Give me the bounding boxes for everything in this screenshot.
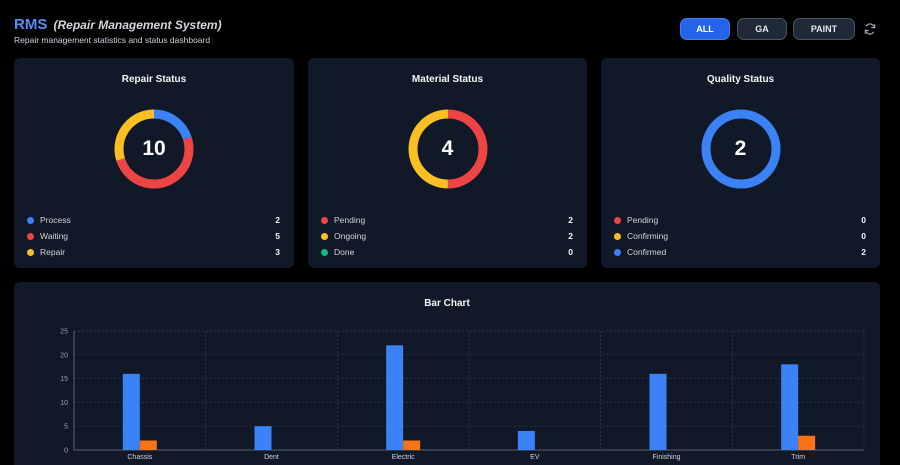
legend-dot (321, 248, 328, 256)
donut-total: 4 (441, 137, 454, 160)
x-tick-label: Dent (264, 454, 279, 461)
bar-trim-series-2[interactable] (798, 435, 816, 450)
x-tick-label: Finishing (652, 454, 680, 461)
card-title: Repair Status (121, 74, 187, 85)
legend-dot (27, 232, 34, 240)
legend-label: Confirmed (627, 247, 667, 257)
repair-status-donut (114, 109, 194, 189)
legend-value: 2 (568, 231, 573, 241)
legend-label: Done (334, 247, 355, 257)
x-tick-label: Chassis (127, 454, 152, 461)
legend-value: 2 (861, 247, 866, 257)
app-title-full: (Repair Management System) (53, 18, 222, 32)
bar-chart: 0 5 10 15 20 25 Chassis Dent Electric EV Finishing… (60, 329, 865, 461)
x-tick-label: Trim (791, 454, 805, 461)
bar-electric-series-1[interactable] (386, 345, 404, 450)
legend-label: Waiting (40, 231, 69, 241)
legend-label: Pending (334, 215, 366, 225)
y-tick-label: 15 (60, 376, 68, 383)
filter-all-button[interactable]: ALL (680, 18, 730, 40)
bar-electric-series-2[interactable] (403, 440, 421, 450)
bar-chart-card: Bar Chart 0 5 10 15 20 25 Chassis Dent Electric E… (14, 282, 880, 465)
legend-value: 5 (275, 231, 280, 241)
legend-label: Repair (40, 247, 66, 257)
bar-chassis-series-2[interactable] (139, 440, 157, 450)
refresh-icon[interactable] (863, 22, 877, 36)
app-title: RMS (Repair Management System) (14, 16, 222, 33)
legend: Pending 2 Ongoing 2 Done 0 (321, 212, 573, 260)
legend-item: Done 0 (321, 244, 573, 260)
legend-dot (614, 248, 621, 256)
legend-label: Ongoing (334, 231, 367, 241)
legend-value: 2 (568, 215, 573, 225)
app-title-short: RMS (14, 16, 48, 33)
legend-label: Pending (627, 215, 659, 225)
repair-status-card: Repair Status 10 Process 2 Waiting 5 Rep… (14, 58, 294, 268)
legend-item: Pending 0 (614, 212, 866, 228)
bar-trim-series-1[interactable] (781, 364, 799, 450)
quality-status-card: Quality Status 2 Pending 0 Confirming 0 … (601, 58, 880, 268)
legend-item: Waiting 5 (27, 228, 280, 244)
bar-finishing-series-1[interactable] (649, 373, 667, 450)
legend-dot (27, 216, 34, 224)
donut-segment-waiting (114, 109, 194, 189)
y-tick-label: 20 (60, 352, 68, 359)
material-status-donut (408, 109, 487, 189)
y-tick-label: 25 (60, 329, 68, 336)
legend-item: Repair 3 (27, 244, 280, 260)
donut-segment-confirmed (701, 109, 780, 189)
legend-value: 2 (275, 215, 280, 225)
legend: Process 2 Waiting 5 Repair 3 (27, 212, 280, 260)
legend-item: Confirmed 2 (614, 244, 866, 260)
y-tick-label: 0 (64, 448, 68, 455)
legend-dot (614, 216, 621, 224)
legend-value: 0 (861, 215, 866, 225)
bar-dent-series-1[interactable] (254, 426, 272, 450)
y-tick-label: 5 (64, 424, 68, 431)
donut-total: 10 (142, 137, 166, 160)
legend-label: Confirming (627, 231, 669, 241)
donut-segment-ongoing (408, 109, 487, 189)
legend-value: 0 (568, 247, 573, 257)
legend: Pending 0 Confirming 0 Confirmed 2 (614, 212, 866, 260)
legend-item: Confirming 0 (614, 228, 866, 244)
header: RMS (Repair Management System) Repair ma… (14, 14, 886, 46)
legend-value: 0 (861, 231, 866, 241)
legend-dot (321, 216, 328, 224)
legend-dot (614, 232, 621, 240)
legend-label: Process (40, 215, 71, 225)
legend-dot (27, 248, 34, 256)
legend-item: Ongoing 2 (321, 228, 573, 244)
donut-total: 2 (734, 137, 747, 160)
filter-paint-button[interactable]: PAINT (793, 18, 855, 40)
material-status-card: Material Status 4 Pending 2 Ongoing 2 Do… (308, 58, 587, 268)
filter-ga-button[interactable]: GA (737, 18, 787, 40)
quality-status-donut (701, 109, 780, 189)
app-subtitle: Repair management statistics and status … (14, 35, 211, 45)
legend-dot (321, 232, 328, 240)
x-tick-label: EV (530, 454, 540, 461)
legend-item: Pending 2 (321, 212, 573, 228)
card-title: Quality Status (706, 74, 775, 85)
x-tick-label: Electric (392, 454, 415, 461)
y-tick-label: 10 (60, 400, 68, 407)
legend-value: 3 (275, 247, 280, 257)
bar-ev-series-1[interactable] (517, 430, 535, 450)
card-title: Material Status (411, 74, 484, 85)
donut-segment-repair (114, 109, 194, 189)
legend-item: Process 2 (27, 212, 280, 228)
chart-title: Bar Chart (424, 298, 470, 309)
bar-chassis-series-1[interactable] (122, 373, 140, 450)
